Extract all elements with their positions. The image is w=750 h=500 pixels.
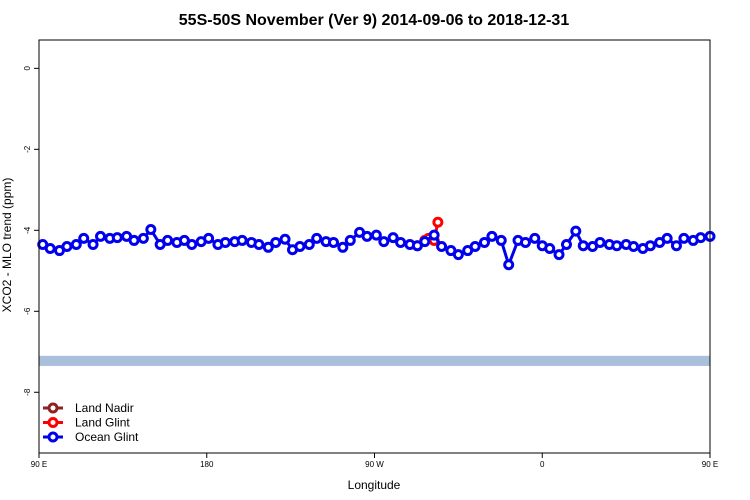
data-point [378,236,390,248]
x-tick-label: 180 [200,460,214,469]
data-point [695,232,707,244]
data-point [428,229,440,241]
y-tick-label: -4 [23,226,32,234]
data-point [452,249,464,261]
data-point [577,240,589,252]
data-point [78,232,90,244]
data-point [436,241,448,252]
data-point [279,233,291,245]
x-tick-label: 90 E [702,460,718,469]
y-tick-label: -8 [23,388,32,396]
y-tick-label: 0 [23,66,32,71]
x-tick-label: 90 E [31,460,47,469]
data-point [61,241,73,252]
data-point [519,236,531,248]
data-point [219,236,231,248]
data-point [370,229,382,241]
data-point [553,249,565,261]
data-point [478,236,490,248]
data-point [253,238,265,250]
data-point [311,232,323,244]
data-point [361,230,373,242]
legend-label: Ocean Glint [75,430,139,444]
x-tick-label: 0 [540,460,545,469]
data-point [87,238,99,250]
data-point [644,240,656,252]
data-point [145,223,157,235]
data-point [670,240,682,252]
data-point [95,230,107,242]
data-point [162,234,174,246]
data-point [678,232,690,244]
data-point [128,234,140,246]
y-axis-label: XCO2 - MLO trend (ppm) [0,178,14,313]
legend-marker [47,402,59,414]
band-layer [39,355,710,366]
data-point [70,238,82,250]
data-point [111,232,123,244]
data-point [570,225,582,237]
data-point [236,234,248,246]
data-point [486,230,498,242]
legend-marker [47,431,59,443]
y-tick-label: -2 [23,145,32,153]
data-point [661,232,673,244]
data-point [137,232,149,244]
data-point [387,232,399,244]
chart-title: 55S-50S November (Ver 9) 2014-09-06 to 2… [179,12,570,29]
data-point [203,232,215,244]
data-point [529,232,541,244]
data-point [503,259,515,271]
data-point [432,216,444,228]
data-point [395,236,407,248]
data-point [594,236,606,248]
x-axis: 90 E 180 90 W 0 90 E [31,453,718,469]
data-point [44,243,56,255]
data-point [495,234,507,246]
data-point [560,238,572,250]
data-point [628,241,640,252]
data-point [186,238,198,250]
data-point [419,236,431,248]
data-point [327,236,339,248]
data-point [544,243,556,255]
data-point [469,241,481,252]
data-point [270,236,282,248]
x-axis-label: Longitude [348,478,401,492]
y-axis: 0 -2 -4 -6 -8 [23,66,39,396]
data-point [262,241,274,253]
data-point [303,238,315,250]
series-ocean-glint [37,223,716,271]
data-band [39,355,710,366]
y-tick-label: -6 [23,307,32,315]
data-point [337,241,349,253]
x-tick-label: 90 W [365,460,384,469]
data-point [294,241,306,252]
series-layer [37,216,716,271]
legend-marker [47,417,59,428]
data-point [344,234,356,246]
legend-label: Land Glint [75,416,130,430]
legend-label: Land Nadir [75,401,134,415]
data-point [611,240,623,252]
